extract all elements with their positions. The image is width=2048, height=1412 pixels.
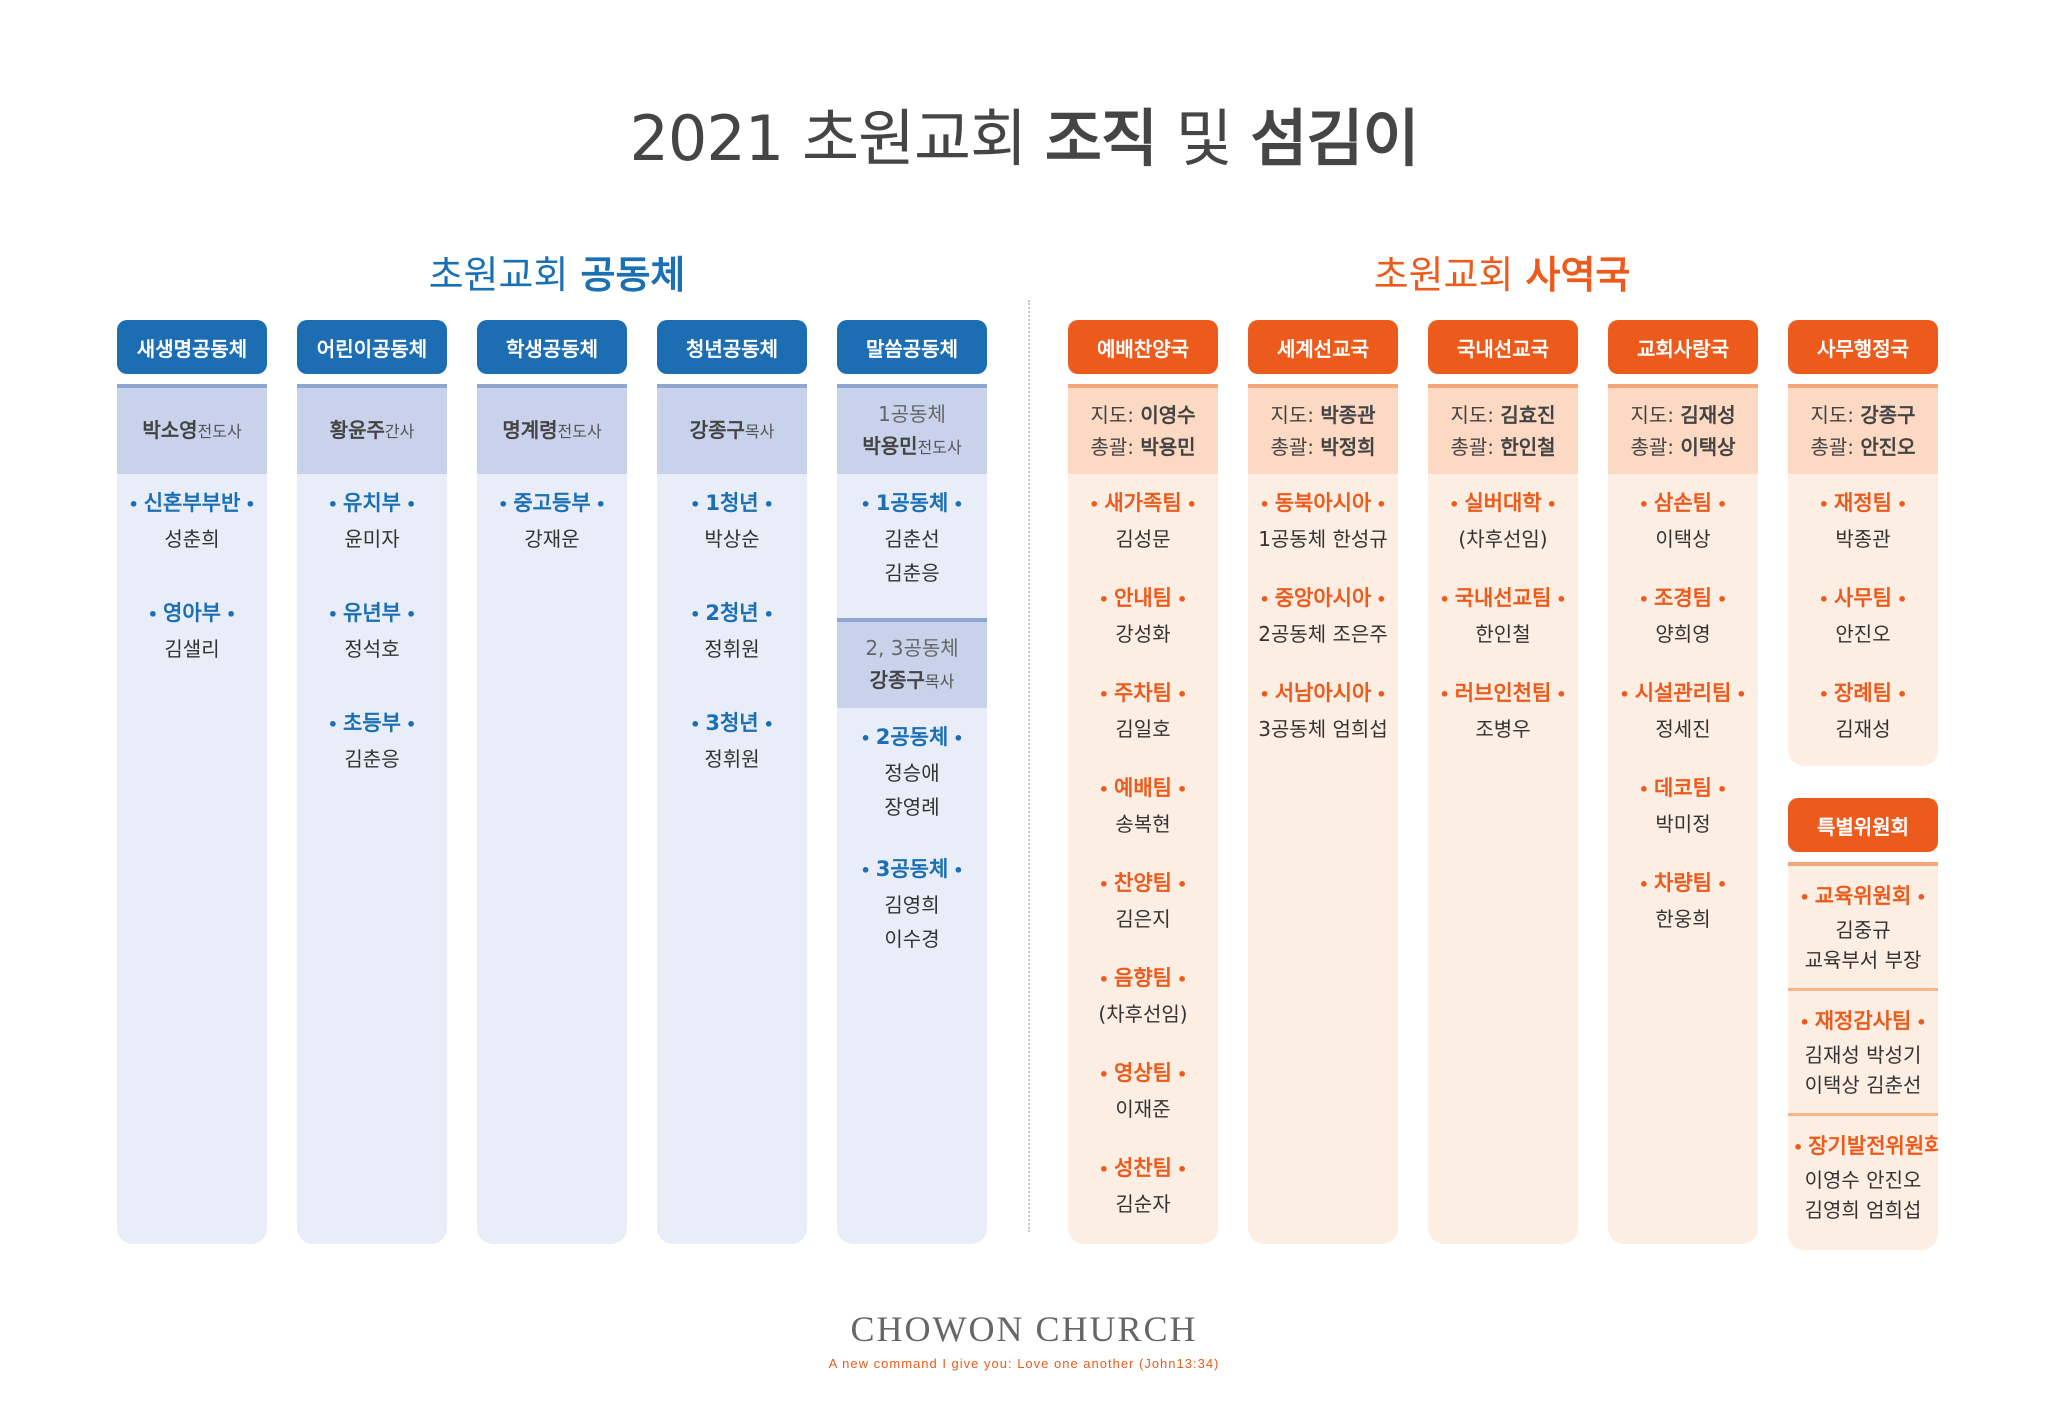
leader-box: 지도: 이영수 총괄: 박용민 <box>1068 384 1218 474</box>
column-header: 말씀공동체 <box>837 320 987 374</box>
column-body: 박소영전도사 신혼부부반성춘희 영아부김샐리 <box>117 384 267 1244</box>
list-item: 사무팀안진오 <box>1788 581 1938 676</box>
list-item: 동북아시아1공동체 한성규 <box>1248 486 1398 581</box>
list-item: 2청년정휘원 <box>657 596 807 706</box>
leader-box: 지도: 강종구 총괄: 안진오 <box>1788 384 1938 474</box>
column-body: 지도: 박종관 총괄: 박정희 동북아시아1공동체 한성규 중앙아시아2공동체 … <box>1248 384 1398 1244</box>
column-body: 명계령전도사 중고등부강재운 <box>477 384 627 1244</box>
column-body: 황윤주간사 유치부윤미자 유년부정석호 초등부김춘응 <box>297 384 447 1244</box>
column-body: 지도: 강종구 총괄: 안진오 재정팀박종관 사무팀안진오 장례팀김재성 <box>1788 384 1938 766</box>
church-verse: A new command I give you: Love one anoth… <box>828 1356 1220 1371</box>
column-header: 학생공동체 <box>477 320 627 374</box>
column-header: 국내선교국 <box>1428 320 1578 374</box>
column-header: 세계선교국 <box>1248 320 1398 374</box>
column-body: 강종구목사 1청년박상순 2청년정휘원 3청년정휘원 <box>657 384 807 1244</box>
list-item: 1공동체김춘선김춘응 <box>837 486 987 618</box>
leader-box: 지도: 김재성 총괄: 이택상 <box>1608 384 1758 474</box>
list-item: 주차팀김일호 <box>1068 676 1218 771</box>
column-header: 사무행정국 <box>1788 320 1938 374</box>
list-item: 신혼부부반성춘희 <box>117 486 267 596</box>
column-header: 교회사랑국 <box>1608 320 1758 374</box>
list-item: 예배팀송복현 <box>1068 771 1218 866</box>
list-item: 데코팀박미정 <box>1608 771 1758 866</box>
leader-box: 박소영전도사 <box>117 384 267 474</box>
list-item: 2공동체정승애장영례 <box>837 720 987 852</box>
column-header: 특별위원회 <box>1788 798 1938 852</box>
column-body: 1공동체 박용민전도사 1공동체김춘선김춘응 2, 3공동체 강종구목사 2공동… <box>837 384 987 1244</box>
list-item: 차량팀한웅희 <box>1608 866 1758 961</box>
list-item: 시설관리팀정세진 <box>1608 676 1758 771</box>
column-header: 새생명공동체 <box>117 320 267 374</box>
list-item: 서남아시아3공동체 엄희섭 <box>1248 676 1398 771</box>
sub-leader-box: 2, 3공동체 강종구목사 <box>837 618 987 708</box>
column-header: 청년공동체 <box>657 320 807 374</box>
list-item: 교육위원회김중규교육부서 부장 <box>1788 866 1938 988</box>
list-item: 장례팀김재성 <box>1788 676 1938 766</box>
column-header: 어린이공동체 <box>297 320 447 374</box>
page-title: 2021 초원교회 조직 및 섬김이 <box>629 102 1419 175</box>
leader-box: 지도: 김효진 총괄: 한인철 <box>1428 384 1578 474</box>
list-item: 러브인천팀조병우 <box>1428 676 1578 771</box>
ministry-section-title: 초원교회 사역국 <box>1373 253 1631 297</box>
leader-box: 강종구목사 <box>657 384 807 474</box>
leader-box: 황윤주간사 <box>297 384 447 474</box>
list-item: 1청년박상순 <box>657 486 807 596</box>
list-item: 새가족팀김성문 <box>1068 486 1218 581</box>
list-item: 음향팀(차후선임) <box>1068 961 1218 1056</box>
section-divider <box>1028 300 1030 1232</box>
list-item: 영아부김샐리 <box>117 596 267 706</box>
list-item: 3청년정휘원 <box>657 706 807 816</box>
list-item: 삼손팀이택상 <box>1608 486 1758 581</box>
list-item: 영상팀이재준 <box>1068 1056 1218 1151</box>
column-header: 예배찬양국 <box>1068 320 1218 374</box>
column-body: 지도: 이영수 총괄: 박용민 새가족팀김성문 안내팀강성화 주차팀김일호 예배… <box>1068 384 1218 1244</box>
list-item: 성찬팀김순자 <box>1068 1151 1218 1244</box>
list-item: 찬양팀김은지 <box>1068 866 1218 961</box>
list-item: 유치부윤미자 <box>297 486 447 596</box>
list-item: 초등부김춘응 <box>297 706 447 816</box>
list-item: 실버대학(차후선임) <box>1428 486 1578 581</box>
list-item: 중앙아시아2공동체 조은주 <box>1248 581 1398 676</box>
list-item: 중고등부강재운 <box>477 486 627 596</box>
list-item: 재정팀박종관 <box>1788 486 1938 581</box>
leader-box: 1공동체 박용민전도사 <box>837 384 987 474</box>
column-body: 지도: 김재성 총괄: 이택상 삼손팀이택상 조경팀양희영 시설관리팀정세진 데… <box>1608 384 1758 1244</box>
list-item: 3공동체김영희이수경 <box>837 852 987 984</box>
church-brand: CHOWON CHURCH <box>850 1309 1198 1349</box>
leader-box: 지도: 박종관 총괄: 박정희 <box>1248 384 1398 474</box>
leader-box: 명계령전도사 <box>477 384 627 474</box>
list-item: 안내팀강성화 <box>1068 581 1218 676</box>
community-section-title: 초원교회 공동체 <box>428 253 686 297</box>
list-item: 조경팀양희영 <box>1608 581 1758 676</box>
list-item: 국내선교팀한인철 <box>1428 581 1578 676</box>
column-body: 지도: 김효진 총괄: 한인철 실버대학(차후선임) 국내선교팀한인철 러브인천… <box>1428 384 1578 1244</box>
list-item: 유년부정석호 <box>297 596 447 706</box>
